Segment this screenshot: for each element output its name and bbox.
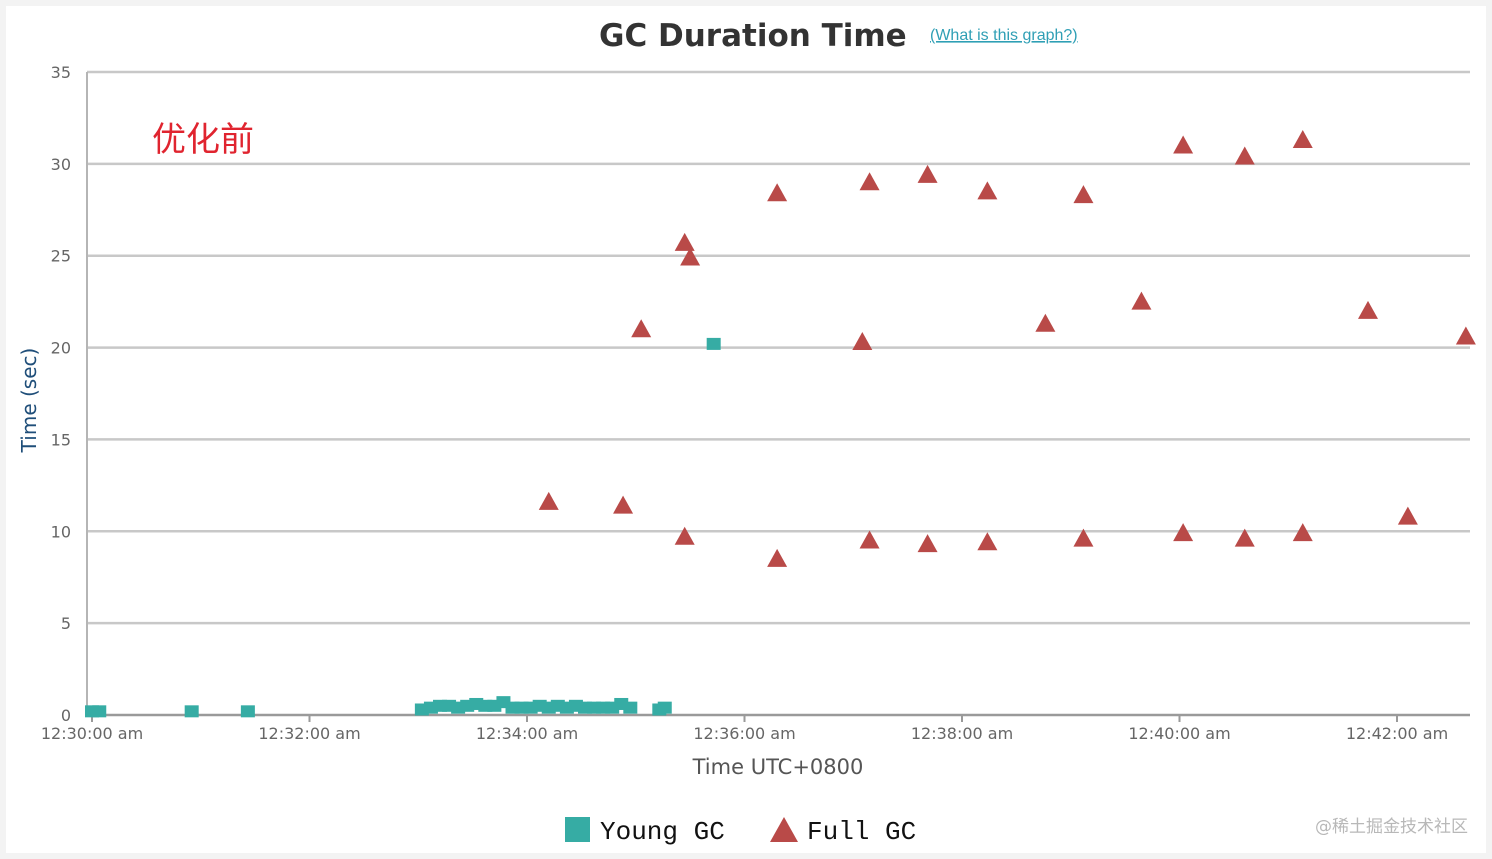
gc-duration-chart: GC Duration Time (What is this graph?) 优… [17,18,1476,847]
full-gc-point [917,534,938,553]
full-gc-point [852,332,873,351]
young-gc-point [706,337,721,350]
full-gc-point [613,495,634,514]
young-gc-point [184,705,199,718]
y-axis-label: Time (sec) [17,348,41,454]
full-gc-point [1292,523,1313,542]
x-tick-label: 12:32:00 am [258,724,360,743]
watermark: @稀土掘金技术社区 [1315,817,1468,837]
legend-full-gc-swatch [770,817,798,842]
y-tick-label: 15 [51,430,71,449]
y-tick-label: 20 [51,339,71,358]
legend-young-gc-label: Young GC [600,817,725,847]
full-gc-point [767,183,788,202]
full-gc-point [1173,135,1194,154]
full-gc-point [767,548,788,567]
full-gc-point [1173,523,1194,542]
full-gc-point [1397,506,1418,525]
full-gc-point [1073,185,1094,204]
full-gc-point [631,319,652,338]
x-axis-label: Time UTC+0800 [692,755,864,779]
full-gc-point [1455,326,1476,345]
legend: Young GC Full GC [565,817,916,847]
y-tick-label: 0 [61,706,71,725]
full-gc-point [977,181,998,200]
full-gc-point [1035,313,1056,332]
y-tick-label: 5 [61,614,71,633]
full-gc-point [674,526,695,545]
full-gc-point [1234,528,1255,547]
full-gc-point [859,530,880,549]
full-gc-point [917,164,938,183]
young-gc-point [623,701,638,714]
full-gc-point [859,172,880,191]
young-gc-point [92,705,107,718]
y-tick-label: 30 [51,155,71,174]
annotation-label: 优化前 [152,120,254,160]
legend-full-gc-label: Full GC [807,817,916,847]
x-tick-label: 12:40:00 am [1128,724,1230,743]
full-gc-point [538,491,559,510]
young-gc-point [657,701,672,714]
full-gc-point [674,232,695,251]
young-gc-point [240,705,255,718]
x-tick-label: 12:42:00 am [1346,724,1448,743]
full-gc-point [977,532,998,551]
full-gc-point [1073,528,1094,547]
x-tick-labels: 12:30:00 am 12:32:00 am 12:34:00 am 12:36:0… [41,724,1448,743]
x-tick-label: 12:34:00 am [476,724,578,743]
full-gc-point [1234,146,1255,165]
y-tick-labels: 0 5 10 15 20 25 30 35 [51,63,71,725]
chart-card: GC Duration Time (What is this graph?) 优… [6,6,1486,853]
x-tick-label: 12:36:00 am [693,724,795,743]
full-gc-point [680,247,701,266]
y-tick-label: 10 [51,522,71,541]
what-is-this-graph-link[interactable]: (What is this graph?) [930,27,1078,44]
x-tick-label: 12:38:00 am [911,724,1013,743]
chart-title: GC Duration Time [599,18,907,54]
data-points [85,129,1476,718]
y-tick-label: 35 [51,63,71,82]
y-tick-label: 25 [51,247,71,266]
full-gc-point [1131,291,1152,310]
full-gc-point [1292,129,1313,148]
legend-young-gc-swatch [565,817,590,842]
full-gc-point [1358,300,1378,319]
x-tick-label: 12:30:00 am [41,724,143,743]
axes [86,72,1470,722]
grid-lines [87,70,1470,625]
